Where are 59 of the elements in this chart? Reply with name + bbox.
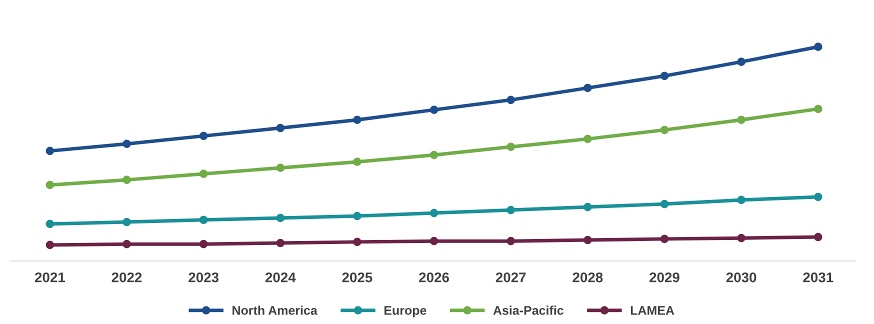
legend-label: Asia-Pacific: [493, 306, 564, 315]
point: [814, 192, 822, 202]
point: [276, 214, 285, 222]
x-tick-label: 2024: [265, 272, 296, 282]
point: [430, 208, 438, 218]
x-tick-label: 2030: [726, 272, 756, 282]
point: [430, 150, 438, 160]
point: [353, 116, 362, 124]
point: [584, 84, 592, 92]
point: [353, 212, 362, 220]
point: [584, 202, 592, 212]
point: [276, 238, 285, 248]
point: [276, 164, 285, 172]
x-tick-label: 2027: [496, 272, 526, 282]
point: [122, 176, 131, 184]
point: [276, 124, 285, 132]
point: [584, 134, 592, 144]
point: [737, 196, 746, 204]
point: [737, 116, 746, 124]
point: [430, 236, 438, 246]
point: [506, 96, 516, 104]
point: [660, 72, 669, 80]
point: [814, 232, 822, 242]
point: [199, 170, 208, 178]
point: [737, 58, 746, 66]
point: [122, 218, 131, 226]
point: [430, 106, 438, 114]
point: [506, 236, 516, 246]
legend-label: Europe: [384, 306, 426, 318]
point: [46, 240, 54, 250]
point: [46, 146, 54, 156]
point: [199, 240, 208, 248]
x-tick-label: 2031: [803, 272, 834, 282]
point: [506, 206, 516, 214]
point: [660, 234, 669, 244]
x-tick-label: 2029: [650, 272, 680, 282]
point: [199, 132, 208, 140]
x-tick-label: 2021: [34, 272, 66, 282]
x-tick-label: 2022: [112, 272, 142, 282]
legend-label: North America: [232, 306, 318, 315]
point: [814, 104, 822, 114]
point: [814, 42, 822, 51]
point: [122, 240, 131, 248]
x-tick-label: 2026: [419, 272, 449, 282]
point: [122, 140, 131, 148]
point: [46, 180, 54, 190]
point: [353, 238, 362, 246]
point: [660, 126, 669, 134]
point: [737, 234, 746, 242]
x-tick-label: 2028: [572, 272, 603, 282]
point: [46, 220, 54, 228]
point: [353, 158, 362, 166]
point: [506, 142, 516, 152]
point: [660, 200, 669, 208]
x-tick-label: 2023: [188, 272, 219, 282]
point: [584, 236, 592, 244]
point: [199, 216, 208, 224]
legend-label: LAMEA: [630, 306, 674, 315]
x-tick-label: 2025: [342, 272, 372, 282]
